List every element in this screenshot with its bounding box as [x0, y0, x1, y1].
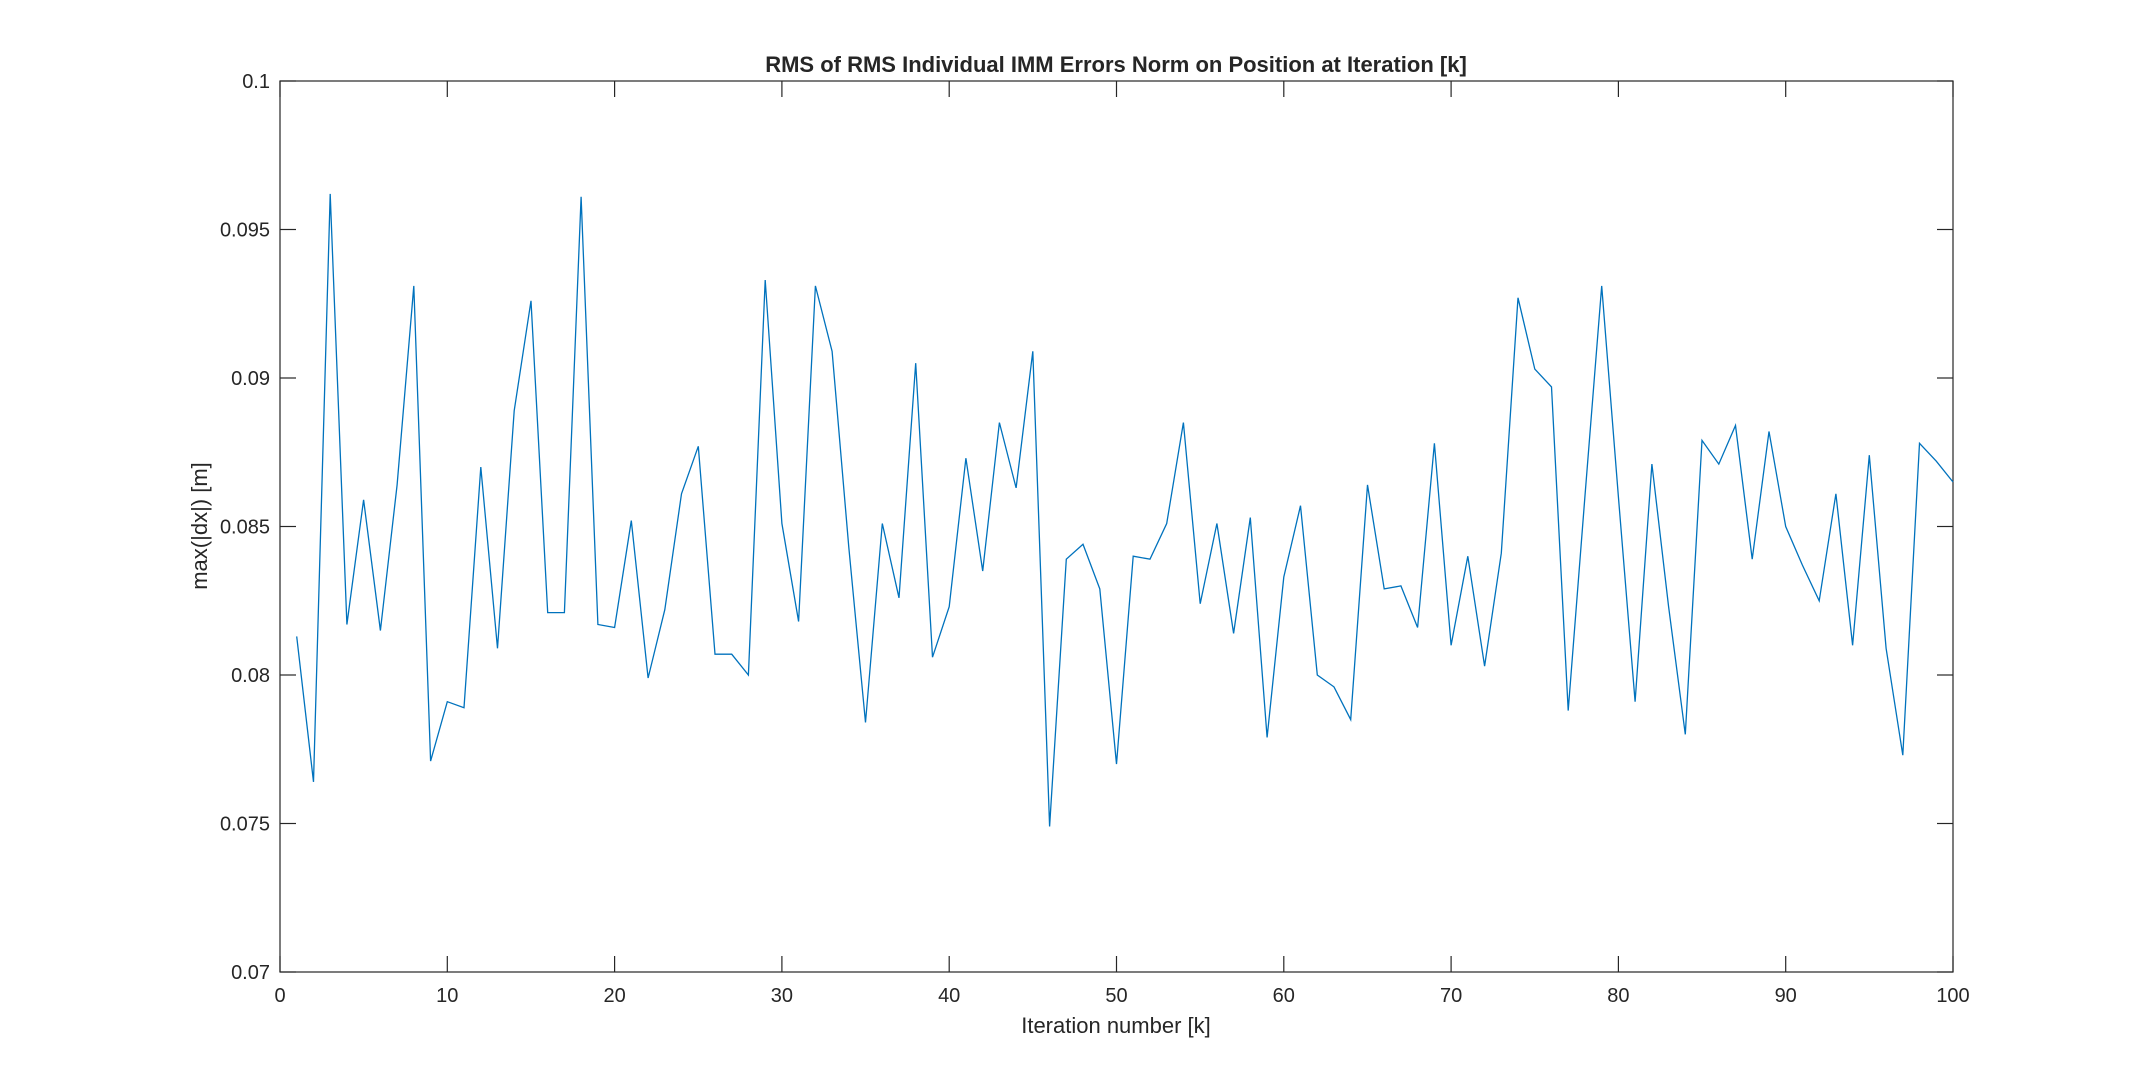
- axis-ticks: [279, 80, 1954, 973]
- x-tick-label: 20: [603, 985, 625, 1007]
- x-tick-label: 30: [771, 985, 793, 1007]
- x-tick-label: 10: [436, 985, 458, 1007]
- y-tick-label: 0.09: [231, 368, 270, 390]
- y-tick-label: 0.07: [231, 962, 270, 984]
- y-tick-label: 0.095: [220, 220, 270, 242]
- y-tick-label: 0.075: [220, 814, 270, 836]
- x-tick-label: 0: [274, 985, 285, 1007]
- series-line: [296, 193, 1954, 827]
- x-tick-label: 60: [1273, 985, 1295, 1007]
- x-axis-label: Iteration number [k]: [1021, 1013, 1211, 1038]
- y-tick-label: 0.1: [242, 71, 270, 93]
- y-tick-label: 0.085: [220, 517, 270, 539]
- y-tick-label: 0.08: [231, 665, 270, 687]
- x-tick-label: 80: [1607, 985, 1629, 1007]
- x-tick-label: 50: [1105, 985, 1127, 1007]
- y-tick-labels: 0.07 0.075 0.08 0.085 0.09 0.095 0.1: [220, 71, 270, 984]
- y-axis-label: max(|dx|) [m]: [187, 462, 212, 590]
- x-tick-label: 40: [938, 985, 960, 1007]
- plot-area: [279, 80, 1954, 973]
- x-tick-labels: 0 10 20 30 40 50 60 70 80 90 100: [274, 985, 1969, 1007]
- x-tick-label: 90: [1775, 985, 1797, 1007]
- x-tick-label: 70: [1440, 985, 1462, 1007]
- chart-title: RMS of RMS Individual IMM Errors Norm on…: [765, 52, 1467, 77]
- x-tick-label: 100: [1936, 985, 1969, 1007]
